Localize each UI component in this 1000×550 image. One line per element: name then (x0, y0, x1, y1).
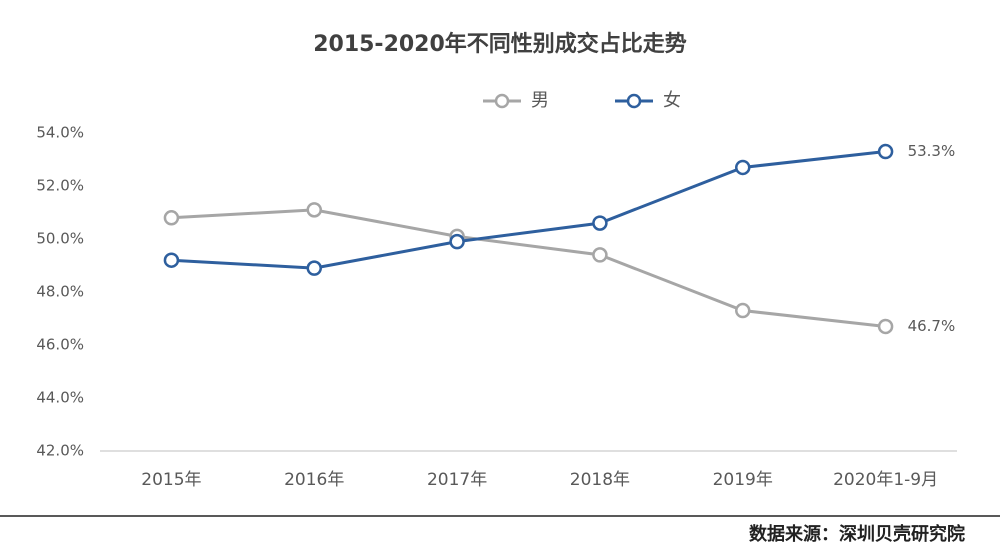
data-point (877, 143, 894, 160)
data-point (877, 318, 894, 335)
data-point (449, 233, 465, 250)
x-tick-label: 2017年 (427, 470, 487, 490)
legend-marker (626, 93, 642, 109)
data-label: 46.7% (908, 317, 956, 335)
legend-marker (494, 93, 510, 109)
series-line (171, 208, 886, 328)
y-tick-label: 54.0% (36, 124, 84, 142)
y-tick-label: 46.0% (36, 336, 84, 354)
legend-label: 女 (663, 90, 681, 111)
x-tick-label: 2018年 (570, 470, 630, 490)
y-tick-label: 42.0% (36, 442, 84, 460)
y-tick-label: 50.0% (36, 230, 84, 248)
data-point (592, 215, 608, 231)
data-point (306, 260, 322, 276)
data-point (735, 159, 751, 176)
data-point (163, 252, 180, 268)
x-tick-label: 2019年 (713, 470, 773, 490)
source-note: 数据来源：深圳贝壳研究院 (749, 523, 965, 545)
x-tick-label: 2020年1-9月 (833, 470, 938, 490)
x-tick-label: 2016年 (284, 470, 344, 490)
x-tick-label: 2015年 (141, 470, 201, 490)
y-tick-label: 52.0% (36, 177, 84, 195)
y-tick-label: 48.0% (36, 283, 84, 301)
legend-label: 男 (531, 90, 549, 111)
y-tick-label: 44.0% (36, 389, 84, 407)
data-point (592, 247, 608, 263)
data-label: 53.3% (908, 142, 956, 160)
data-point (163, 210, 180, 226)
chart-title: 2015-2020年不同性别成交占比走势 (313, 31, 687, 57)
series-line (171, 150, 886, 270)
data-point (735, 302, 751, 319)
data-point (306, 202, 322, 218)
